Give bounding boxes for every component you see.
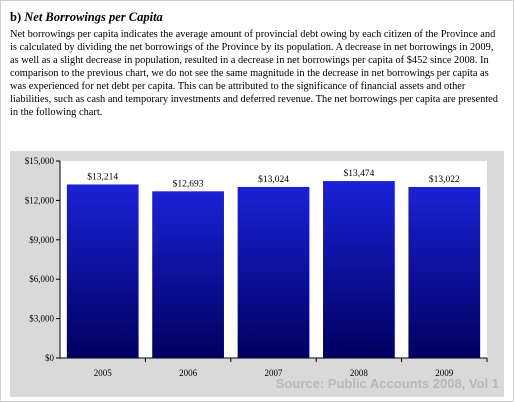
data-label-2006: $12,693: [173, 178, 204, 189]
x-tick-label: 2009: [435, 368, 454, 378]
bar-2009: [408, 186, 481, 358]
y-tick-label: $0: [45, 353, 55, 363]
body-paragraph: Net borrowings per capita indicates the …: [10, 29, 498, 118]
chart-container: $0 $3,000 $6,000 $9,000 $12,000 $15,000 $13,21…: [10, 151, 504, 397]
y-tick-label: $3,000: [29, 314, 54, 324]
bar-2007: [237, 186, 310, 358]
section-title: Net Borrowings per Capita: [24, 10, 163, 24]
section-prefix: b): [10, 10, 22, 24]
bar-2008: [323, 181, 395, 358]
bar-2005: [66, 184, 139, 358]
x-tick-label: 2007: [265, 368, 284, 378]
section-heading: b) Net Borrowings per Capita: [10, 10, 163, 25]
data-label-2009: $13,022: [429, 174, 460, 185]
y-tick-label: $6,000: [29, 274, 54, 284]
data-label-2008: $13,474: [343, 168, 374, 179]
bar-chart: $0 $3,000 $6,000 $9,000 $12,000 $15,000 $13,21…: [25, 156, 499, 391]
x-tick-label: 2008: [350, 368, 369, 378]
data-label-2005: $13,214: [87, 171, 118, 182]
bar-2006: [152, 191, 224, 358]
source-watermark: Source: Public Accounts 2008, Vol 1: [276, 376, 499, 391]
x-tick-label: 2006: [179, 368, 198, 378]
y-tick-label: $15,000: [25, 156, 55, 166]
y-tick-label: $12,000: [25, 195, 55, 205]
x-tick-label: 2005: [94, 368, 113, 378]
data-label-2007: $13,024: [258, 174, 289, 185]
y-tick-label: $9,000: [29, 235, 54, 245]
